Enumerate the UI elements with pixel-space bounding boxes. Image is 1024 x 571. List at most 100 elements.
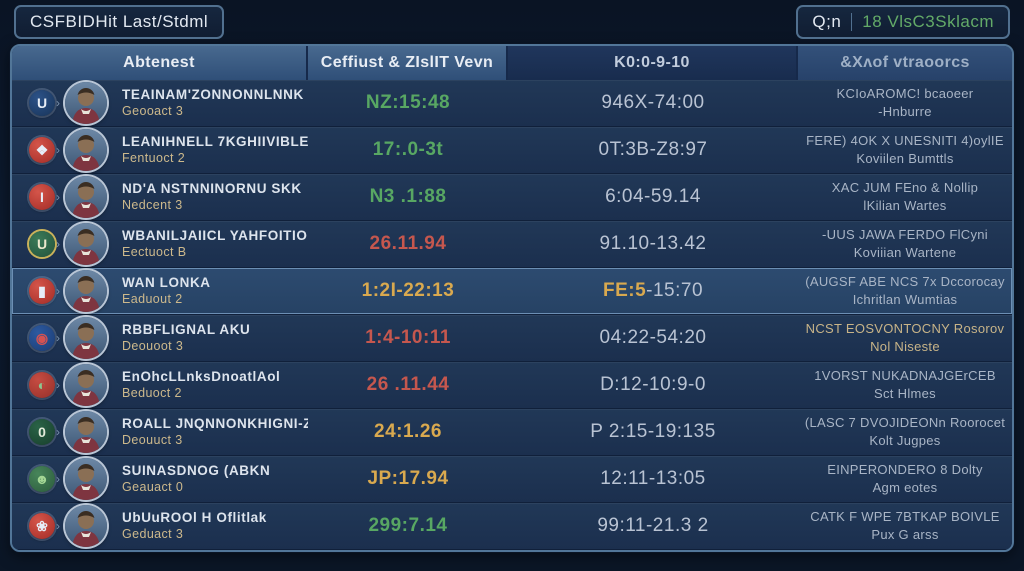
team-badge-wrap: ☻ ›: [12, 466, 60, 492]
player-name: LEANIHNELL 7KGHIIVIBLEN: [122, 133, 308, 149]
player-name: WBANILJAIICL YAHFOITION: [122, 227, 308, 243]
score-rest: P 2:15-19:135: [590, 421, 716, 442]
player-name-cell: ND'A NSTNNINORNU SKK Nedcent 3: [112, 181, 308, 214]
info-line-2: Agm eotes: [872, 480, 938, 495]
avatar-wrap: [60, 317, 112, 359]
player-avatar: [65, 176, 107, 218]
table-row[interactable]: ◉ › RBBFLIGNAL AKU: [12, 315, 1012, 362]
info-line-1: NCST EOSVONTOCNY Rosorov: [805, 321, 1005, 337]
team-badge-wrap: ❖ ›: [12, 137, 60, 163]
player-subtitle: Geooact 3: [122, 103, 184, 118]
info-line-2: Sct Hlmes: [874, 386, 936, 401]
table-row[interactable]: ☻ › SUINASDNOG (AB: [12, 456, 1012, 503]
column-header-score[interactable]: K0:0-9-10: [508, 46, 798, 80]
score-value: D:12-10:9-0: [508, 374, 798, 396]
column-header-info[interactable]: &Xʌof vtraoorcs: [798, 46, 1012, 80]
player-subtitle: Beduoct 2: [122, 385, 182, 400]
chevron-right-icon: ›: [56, 190, 60, 204]
player-avatar: [65, 129, 107, 171]
player-name: EnOhcLLnksDnoatlAol: [122, 368, 281, 384]
stat-label: Q;n: [812, 12, 842, 31]
info-line-2: Koviilen Bumttls: [856, 151, 954, 166]
time-value: NZ:15:48: [365, 92, 451, 113]
table-row[interactable]: U › WBANILJAIICL Y: [12, 221, 1012, 268]
team-badge-wrap: ▮ ›: [12, 278, 60, 304]
player-name-cell: ROALL JNQNNONKHIGNI-Z Deouuct 3: [112, 416, 308, 449]
score-accent: FE:5: [602, 280, 647, 301]
column-header-players[interactable]: Abtenest: [12, 46, 308, 80]
table-row[interactable]: ❀ › UbUuROOl H Ofl: [12, 503, 1012, 550]
score-rest: 946X-74:00: [601, 92, 705, 113]
stat-badge[interactable]: Q;n 18 VlsC3Sklacm: [796, 5, 1010, 39]
team-badge-wrap: I ›: [12, 184, 60, 210]
avatar-wrap: [60, 364, 112, 406]
info-cell: (AUGSF ABE NCS 7x Dccorocay Ichritlan Wu…: [798, 273, 1012, 308]
player-avatar: [65, 223, 107, 265]
score-value: FE:5-15:70: [508, 280, 798, 302]
team-badge-icon: ☻: [29, 466, 55, 492]
player-name-cell: WBANILJAIICL YAHFOITION Eectuoct B: [112, 228, 308, 261]
table-row[interactable]: 0 › ROALL JNQNNONK: [12, 409, 1012, 456]
team-badge-wrap: 0 ›: [12, 419, 60, 445]
chevron-right-icon: ›: [56, 96, 60, 110]
table-row[interactable]: ❖ › LEANIHNELL 7KG: [12, 127, 1012, 174]
time-value: 26.11.94: [369, 233, 447, 254]
player-name-cell: WAN LONKA Eaduout 2: [112, 275, 308, 308]
score-value: 6:04-59.14: [508, 186, 798, 208]
column-header-time[interactable]: Ceffiust & ZIslIT Vevn: [308, 46, 508, 80]
score-value: 0T:3B-Z8:97: [508, 139, 798, 161]
chevron-right-icon: ›: [56, 378, 60, 392]
team-badge-wrap: ❀ ›: [12, 513, 60, 539]
player-name: UbUuROOl H Oflitlak: [122, 509, 267, 525]
player-name: ND'A NSTNNINORNU SKK: [122, 180, 302, 196]
player-name: ROALL JNQNNONKHIGNI-Z: [122, 415, 308, 431]
title-badge[interactable]: CSFBIDHit Last/Stdml: [14, 5, 225, 39]
team-badge-icon: ❀: [29, 513, 55, 539]
info-line-2: Pux G arss: [871, 527, 939, 542]
table-row[interactable]: U › TEAINAM'ZONNON: [12, 80, 1012, 127]
score-rest: 0T:3B-Z8:97: [598, 139, 708, 160]
divider: [851, 13, 853, 31]
team-badge-wrap: U ›: [12, 90, 60, 116]
player-subtitle: Nedcent 3: [122, 197, 183, 212]
team-badge-icon: ▮: [29, 278, 55, 304]
player-avatar: [65, 270, 107, 312]
score-rest: -15:70: [646, 280, 704, 301]
team-badge-wrap: ◐ ›: [12, 372, 60, 398]
info-line-1: -UUS JAWA FERDO FlCyni: [822, 227, 988, 243]
player-avatar: [65, 411, 107, 453]
table-row[interactable]: I › ND'A NSTNNINOR: [12, 174, 1012, 221]
score-rest: 6:04-59.14: [605, 186, 701, 207]
score-value: 99:11-21.3 2: [508, 515, 798, 537]
team-badge-icon: U: [29, 231, 55, 257]
info-line-2: -Hnburre: [878, 104, 932, 119]
player-subtitle: Deouoot 3: [122, 338, 184, 353]
player-avatar: [65, 82, 107, 124]
player-subtitle: Geauact 0: [122, 479, 184, 494]
chevron-right-icon: ›: [56, 143, 60, 157]
time-value: 1:2I-22:13: [361, 280, 455, 301]
score-rest: 99:11-21.3 2: [597, 515, 709, 536]
player-name-cell: SUINASDNOG (ABKN Geauact 0: [112, 463, 308, 496]
info-cell: NCST EOSVONTOCNY Rosorov Nol Niseste: [798, 320, 1012, 355]
time-value: 26 .11.44: [366, 374, 450, 395]
avatar-wrap: [60, 270, 112, 312]
table-row[interactable]: ▮ › WAN LONKA: [12, 268, 1012, 315]
team-badge-icon: I: [29, 184, 55, 210]
score-value: 91.10-13.42: [508, 233, 798, 255]
time-value: JP:17.94: [367, 468, 449, 489]
avatar-wrap: [60, 223, 112, 265]
team-badge-icon: ◉: [29, 325, 55, 351]
info-line-2: Koviiian Wartene: [853, 245, 957, 260]
info-cell: CATK F WPE 7BTKAP BOIVLE Pux G arss: [798, 508, 1012, 543]
player-name: RBBFLIGNAL AKU: [122, 321, 251, 337]
table-row[interactable]: ◐ › EnOhcLLnksDnoa: [12, 362, 1012, 409]
team-badge-icon: 0: [29, 419, 55, 445]
info-line-1: (AUGSF ABE NCS 7x Dccorocay: [805, 274, 1005, 290]
info-cell: EINPERONDERO 8 Dolty Agm eotes: [798, 461, 1012, 496]
team-badge-icon: ❖: [29, 137, 55, 163]
stats-panel: Abtenest Ceffiust & ZIslIT Vevn K0:0-9-1…: [10, 44, 1014, 552]
player-avatar: [65, 505, 107, 547]
player-avatar: [65, 458, 107, 500]
table-body: U › TEAINAM'ZONNON: [12, 80, 1012, 550]
